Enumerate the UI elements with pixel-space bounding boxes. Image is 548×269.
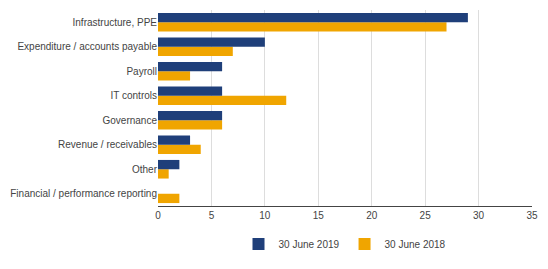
svg-text:5: 5 — [209, 210, 215, 221]
svg-text:Governance: Governance — [103, 115, 158, 126]
svg-text:25: 25 — [420, 210, 432, 221]
svg-text:Financial / performance report: Financial / performance reporting — [10, 188, 157, 199]
svg-text:30: 30 — [473, 210, 485, 221]
svg-text:30 June 2019: 30 June 2019 — [279, 239, 340, 250]
svg-text:15: 15 — [313, 210, 325, 221]
svg-text:Expenditure / accounts payable: Expenditure / accounts payable — [17, 41, 157, 52]
svg-text:30 June 2018: 30 June 2018 — [385, 239, 446, 250]
svg-text:IT controls: IT controls — [111, 90, 158, 101]
svg-text:Infrastructure, PPE: Infrastructure, PPE — [73, 17, 158, 28]
svg-text:Payroll: Payroll — [126, 66, 157, 77]
svg-text:20: 20 — [366, 210, 378, 221]
svg-text:Revenue / receivables: Revenue / receivables — [58, 139, 157, 150]
svg-text:35: 35 — [526, 210, 538, 221]
svg-text:0: 0 — [155, 210, 161, 221]
svg-text:Other: Other — [132, 164, 158, 175]
svg-text:10: 10 — [259, 210, 271, 221]
